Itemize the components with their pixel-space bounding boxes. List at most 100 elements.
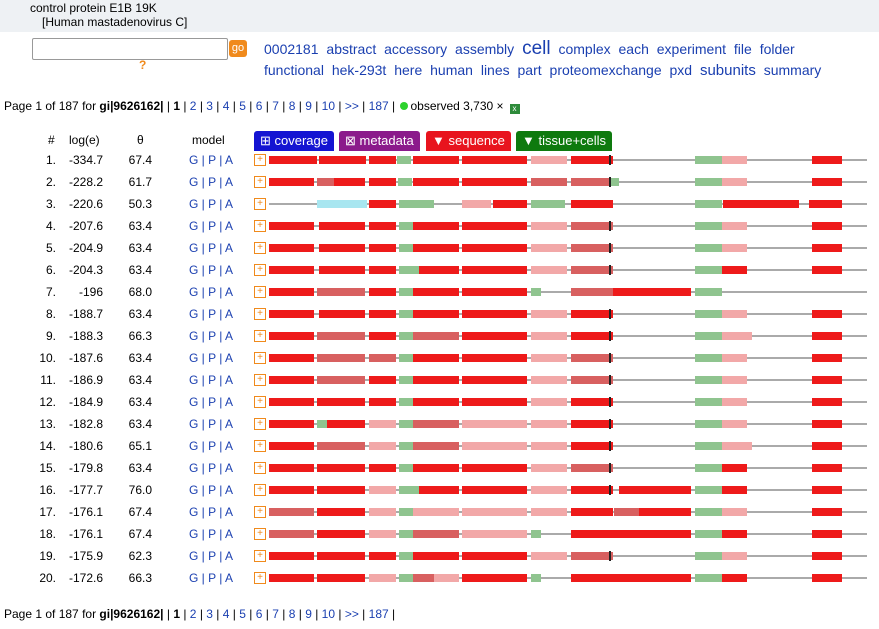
tag-link[interactable]: abstract	[326, 41, 377, 57]
tag-link[interactable]: human	[430, 62, 473, 78]
pager-page-link[interactable]: 10	[321, 607, 336, 621]
pager-page-link[interactable]: >>	[344, 607, 359, 621]
expand-plus-icon[interactable]: +	[254, 572, 266, 584]
expand-plus-icon[interactable]: +	[254, 550, 266, 562]
coverage-bar[interactable]	[269, 259, 869, 281]
coverage-bar[interactable]	[269, 193, 869, 215]
tag-link[interactable]: functional	[264, 62, 324, 78]
tag-link[interactable]: proteomexchange	[549, 62, 662, 78]
coverage-bar[interactable]	[269, 171, 869, 193]
model-links[interactable]: G | P | A	[189, 549, 234, 563]
coverage-bar[interactable]	[269, 567, 869, 589]
expand-plus-icon[interactable]: +	[254, 462, 266, 474]
pager-page-link[interactable]: 6	[255, 99, 263, 113]
expand-plus-icon[interactable]: +	[254, 330, 266, 342]
expand-plus-icon[interactable]: +	[254, 418, 266, 430]
expand-plus-icon[interactable]: +	[254, 484, 266, 496]
expand-plus-icon[interactable]: +	[254, 154, 266, 166]
expand-plus-icon[interactable]: +	[254, 440, 266, 452]
model-links[interactable]: G | P | A	[189, 197, 234, 211]
expand-plus-icon[interactable]: +	[254, 286, 266, 298]
model-links[interactable]: G | P | A	[189, 395, 234, 409]
pager-page-link[interactable]: 2	[189, 99, 197, 113]
pager-page-link[interactable]: 3	[206, 99, 213, 113]
expand-plus-icon[interactable]: +	[254, 242, 266, 254]
tag-link[interactable]: summary	[763, 62, 822, 78]
pager-page-link[interactable]: 187	[368, 99, 389, 113]
tag-link[interactable]: each	[618, 41, 649, 57]
tag-link[interactable]: assembly	[455, 41, 515, 57]
tag-link[interactable]: file	[733, 41, 752, 57]
pager-page-link[interactable]: 2	[189, 607, 197, 621]
pager-page-link[interactable]: 8	[288, 607, 296, 621]
expand-plus-icon[interactable]: +	[254, 220, 266, 232]
pager-page-link[interactable]: 10	[321, 99, 336, 113]
model-links[interactable]: G | P | A	[189, 241, 234, 255]
model-links[interactable]: G | P | A	[189, 571, 234, 585]
expand-plus-icon[interactable]: +	[254, 308, 266, 320]
model-links[interactable]: G | P | A	[189, 417, 234, 431]
expand-plus-icon[interactable]: +	[254, 264, 266, 276]
tag-link[interactable]: part	[517, 62, 542, 78]
coverage-button[interactable]: ⊞ coverage	[254, 131, 334, 151]
coverage-bar[interactable]	[269, 237, 869, 259]
model-links[interactable]: G | P | A	[189, 351, 234, 365]
model-links[interactable]: G | P | A	[189, 461, 234, 475]
search-input[interactable]	[32, 38, 228, 60]
model-links[interactable]: G | P | A	[189, 175, 234, 189]
pager-page-link[interactable]: 7	[272, 99, 279, 113]
model-links[interactable]: G | P | A	[189, 505, 234, 519]
pager-page-link[interactable]: 3	[206, 607, 213, 621]
pager-page-link[interactable]: 7	[272, 607, 279, 621]
coverage-bar[interactable]	[269, 523, 869, 545]
coverage-bar[interactable]	[269, 347, 869, 369]
model-links[interactable]: G | P | A	[189, 153, 234, 167]
tag-link[interactable]: pxd	[669, 62, 693, 78]
expand-plus-icon[interactable]: +	[254, 528, 266, 540]
tag-link[interactable]: subunits	[699, 62, 756, 79]
expand-plus-icon[interactable]: +	[254, 198, 266, 210]
pager-page-link[interactable]: 5	[239, 607, 246, 621]
coverage-bar[interactable]	[269, 391, 869, 413]
expand-plus-icon[interactable]: +	[254, 506, 266, 518]
coverage-bar[interactable]	[269, 457, 869, 479]
coverage-bar[interactable]	[269, 369, 869, 391]
coverage-bar[interactable]	[269, 501, 869, 523]
model-links[interactable]: G | P | A	[189, 285, 234, 299]
sequence-button[interactable]: ▼ sequence	[426, 131, 511, 151]
tag-link[interactable]: hek-293t	[331, 62, 387, 78]
expand-plus-icon[interactable]: +	[254, 352, 266, 364]
model-links[interactable]: G | P | A	[189, 263, 234, 277]
metadata-button[interactable]: ⊠ metadata	[339, 131, 420, 151]
pager-page-link[interactable]: 6	[255, 607, 263, 621]
coverage-bar[interactable]	[269, 413, 869, 435]
tag-link[interactable]: cell	[522, 38, 551, 59]
spreadsheet-icon[interactable]: x	[509, 104, 520, 114]
model-links[interactable]: G | P | A	[189, 307, 234, 321]
model-links[interactable]: G | P | A	[189, 373, 234, 387]
coverage-bar[interactable]	[269, 149, 869, 171]
pager-page-link[interactable]: >>	[344, 99, 359, 113]
expand-plus-icon[interactable]: +	[254, 374, 266, 386]
model-links[interactable]: G | P | A	[189, 219, 234, 233]
pager-page-link[interactable]: 9	[305, 99, 312, 113]
model-links[interactable]: G | P | A	[189, 527, 234, 541]
help-link[interactable]: ?	[139, 58, 147, 72]
pager-page-link[interactable]: 9	[305, 607, 312, 621]
pager-page-link[interactable]: 8	[288, 99, 296, 113]
tissue-cells-button[interactable]: ▼ tissue+cells	[516, 131, 613, 151]
tag-link[interactable]: here	[394, 62, 423, 78]
pager-page-link[interactable]: 5	[239, 99, 246, 113]
model-links[interactable]: G | P | A	[189, 329, 234, 343]
coverage-bar[interactable]	[269, 303, 869, 325]
expand-plus-icon[interactable]: +	[254, 176, 266, 188]
model-links[interactable]: G | P | A	[189, 439, 234, 453]
coverage-bar[interactable]	[269, 325, 869, 347]
expand-plus-icon[interactable]: +	[254, 396, 266, 408]
coverage-bar[interactable]	[269, 435, 869, 457]
tag-link[interactable]: 0002181	[264, 41, 319, 57]
go-button[interactable]: go	[229, 40, 247, 57]
tag-link[interactable]: accessory	[384, 41, 448, 57]
tag-link[interactable]: experiment	[656, 41, 727, 57]
pager-page-link[interactable]: 4	[222, 607, 230, 621]
